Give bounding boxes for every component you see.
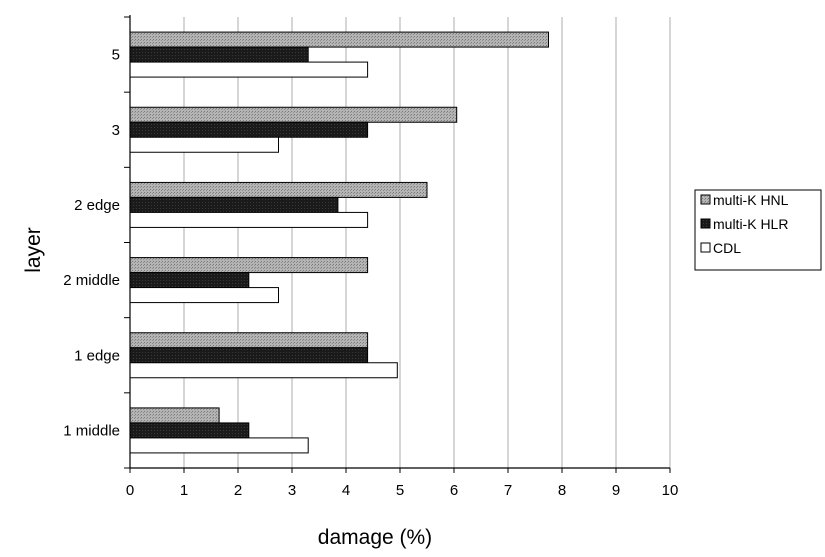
bar-multi-k-hnl-1-middle bbox=[129, 407, 220, 424]
legend-swatch bbox=[700, 194, 711, 205]
y-axis-title: layer bbox=[22, 227, 45, 273]
bar-multi-k-hlr-2-middle bbox=[129, 272, 250, 289]
legend-swatch bbox=[700, 242, 711, 253]
x-tick-label: 7 bbox=[504, 482, 512, 499]
bars bbox=[129, 31, 549, 454]
x-tick-label: 8 bbox=[558, 482, 566, 499]
bar-cdl-2-edge bbox=[129, 211, 369, 228]
bar-cdl-1-middle bbox=[129, 437, 309, 454]
bar-multi-k-hnl-2-edge bbox=[129, 181, 428, 198]
category-label: 5 bbox=[112, 47, 120, 64]
bar-multi-k-hlr-1-edge bbox=[129, 347, 369, 364]
bar-cdl-1-edge bbox=[129, 362, 398, 379]
bar-multi-k-hlr-2-edge bbox=[129, 196, 339, 213]
x-tick-label: 2 bbox=[234, 482, 242, 499]
bar-multi-k-hnl-5 bbox=[129, 31, 549, 48]
category-label: 1 edge bbox=[74, 347, 120, 364]
x-tick-label: 0 bbox=[126, 482, 134, 499]
x-tick-label: 4 bbox=[342, 482, 350, 499]
axes bbox=[124, 15, 671, 473]
x-tick-label: 9 bbox=[612, 482, 620, 499]
x-axis-title: damage (%) bbox=[318, 526, 432, 549]
bar-cdl-2-middle bbox=[129, 287, 279, 304]
bar-multi-k-hnl-2-middle bbox=[129, 257, 369, 274]
category-label: 2 middle bbox=[63, 272, 120, 289]
bar-multi-k-hlr-1-middle bbox=[129, 422, 250, 439]
legend-label: CDL bbox=[713, 240, 741, 256]
category-label: 2 edge bbox=[74, 197, 120, 214]
bar-multi-k-hnl-1-edge bbox=[129, 332, 369, 349]
legend: multi-K HNL multi-K HLR CDL bbox=[694, 189, 822, 271]
bar-cdl-3 bbox=[129, 136, 279, 153]
x-tick-label: 10 bbox=[662, 482, 679, 499]
x-tick-labels: 0 1 2 3 4 5 6 7 8 9 10 bbox=[126, 482, 679, 499]
legend-swatch bbox=[700, 218, 711, 229]
x-tick-label: 1 bbox=[180, 482, 188, 499]
x-tick-label: 6 bbox=[450, 482, 458, 499]
legend-box bbox=[694, 189, 822, 271]
bar-multi-k-hlr-5 bbox=[129, 46, 309, 63]
x-tick-label: 3 bbox=[288, 482, 296, 499]
x-tick-label: 5 bbox=[396, 482, 404, 499]
legend-label: multi-K HLR bbox=[713, 216, 788, 232]
legend-label: multi-K HNL bbox=[713, 192, 789, 208]
bar-cdl-5 bbox=[129, 61, 369, 78]
gridlines bbox=[183, 17, 671, 468]
bar-multi-k-hlr-3 bbox=[129, 121, 369, 138]
category-label: 1 middle bbox=[63, 422, 120, 439]
category-labels: 1 middle 1 edge 2 middle 2 edge 3 5 bbox=[63, 47, 120, 440]
category-label: 3 bbox=[112, 122, 120, 139]
bar-multi-k-hnl-3 bbox=[129, 106, 458, 123]
